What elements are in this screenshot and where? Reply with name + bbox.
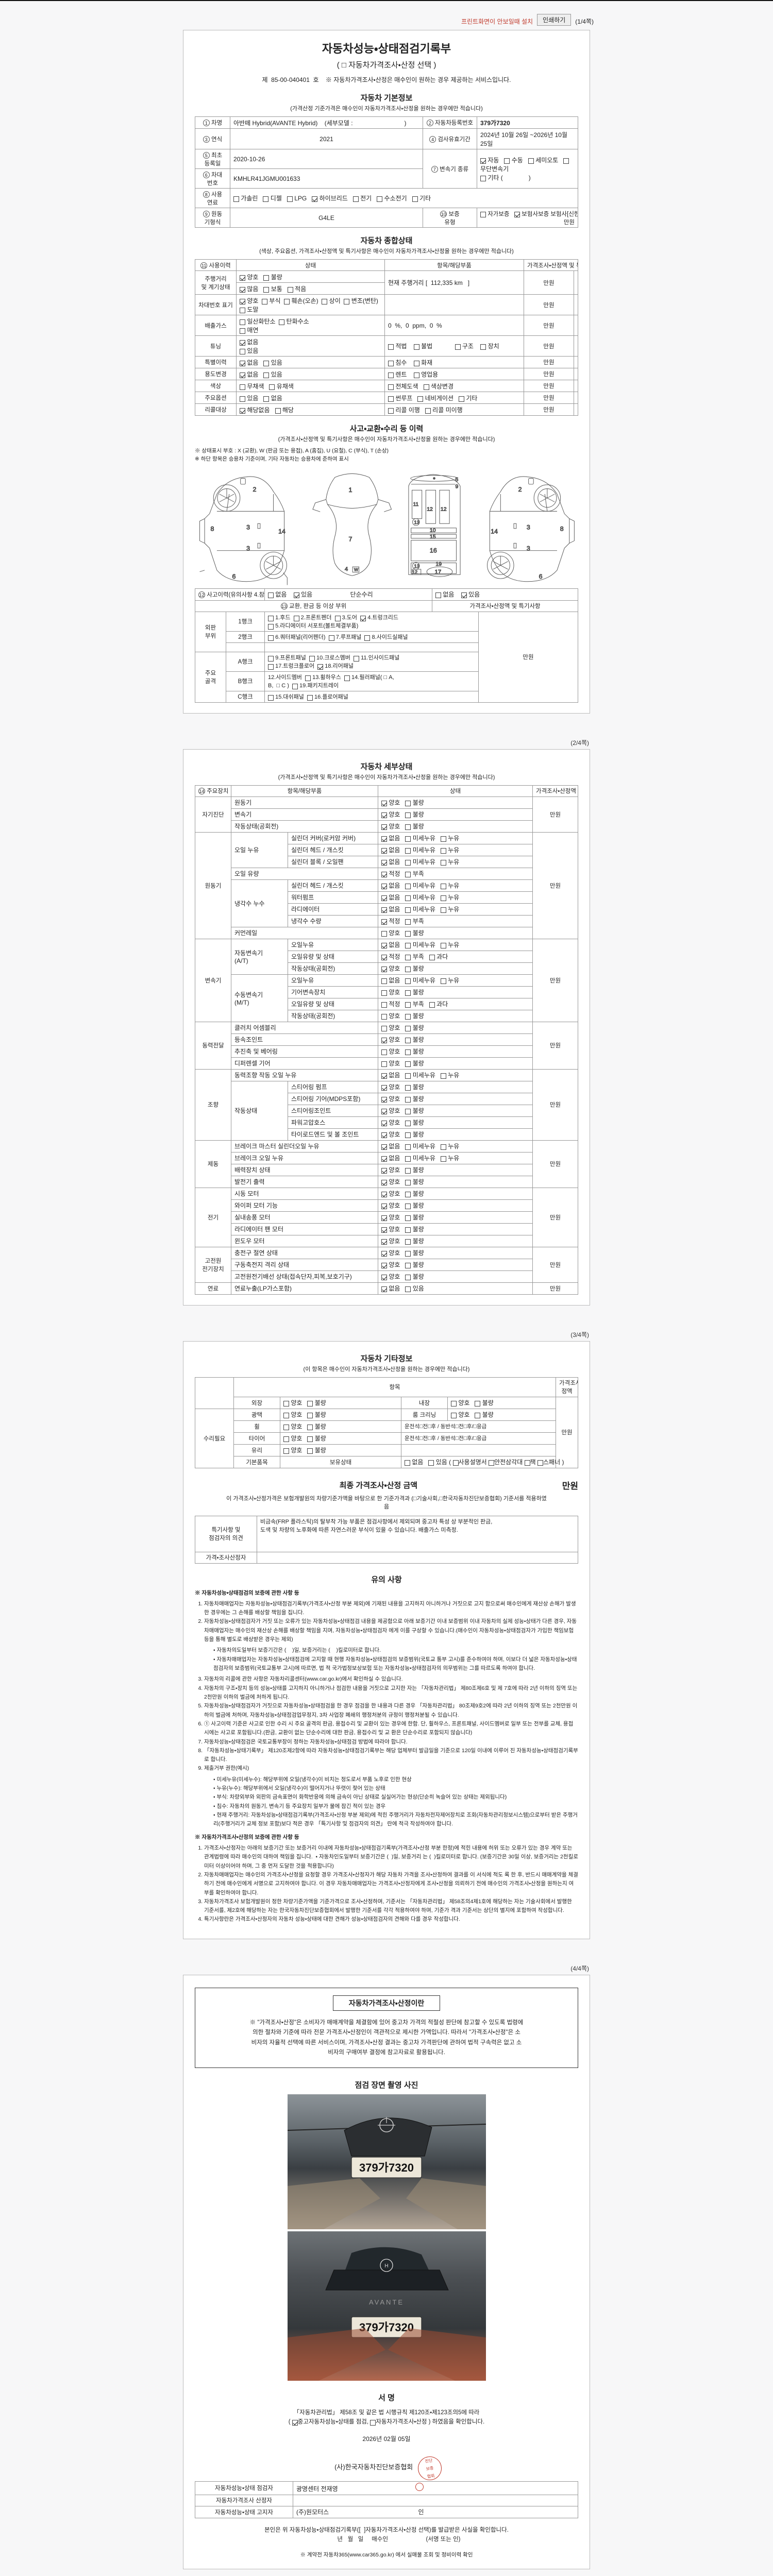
svg-text:16: 16 — [430, 547, 437, 554]
svg-text:9: 9 — [456, 484, 459, 489]
svg-text:6: 6 — [232, 573, 236, 580]
svg-text:19: 19 — [435, 562, 442, 567]
svg-text:4: 4 — [345, 566, 348, 572]
svg-text:15: 15 — [430, 534, 436, 539]
svg-text:12: 12 — [427, 506, 433, 512]
svg-text:14: 14 — [491, 528, 498, 535]
svg-text:8: 8 — [211, 525, 214, 532]
svg-text:17: 17 — [434, 569, 441, 575]
svg-text:2: 2 — [253, 486, 257, 493]
svg-text:10: 10 — [430, 528, 436, 533]
svg-text:H: H — [384, 2263, 388, 2269]
svg-text:14: 14 — [278, 528, 285, 535]
svg-text:6: 6 — [539, 573, 543, 580]
svg-text:12: 12 — [412, 569, 418, 575]
svg-text:3: 3 — [527, 545, 530, 552]
svg-text:11: 11 — [413, 501, 419, 507]
svg-text:1: 1 — [349, 486, 352, 494]
svg-text:13: 13 — [414, 520, 419, 526]
svg-text:5: 5 — [456, 477, 459, 483]
svg-text:W: W — [354, 567, 359, 572]
svg-text:8: 8 — [560, 525, 564, 532]
svg-text:2: 2 — [518, 486, 522, 493]
svg-text:13: 13 — [414, 564, 419, 569]
svg-text:AVANTE: AVANTE — [368, 2298, 404, 2306]
svg-text:3: 3 — [527, 523, 530, 531]
svg-text:7: 7 — [349, 535, 352, 543]
svg-text:379가7320: 379가7320 — [359, 2161, 414, 2174]
svg-text:3: 3 — [246, 523, 250, 531]
svg-text:3: 3 — [246, 545, 250, 552]
svg-text:12: 12 — [441, 506, 447, 512]
